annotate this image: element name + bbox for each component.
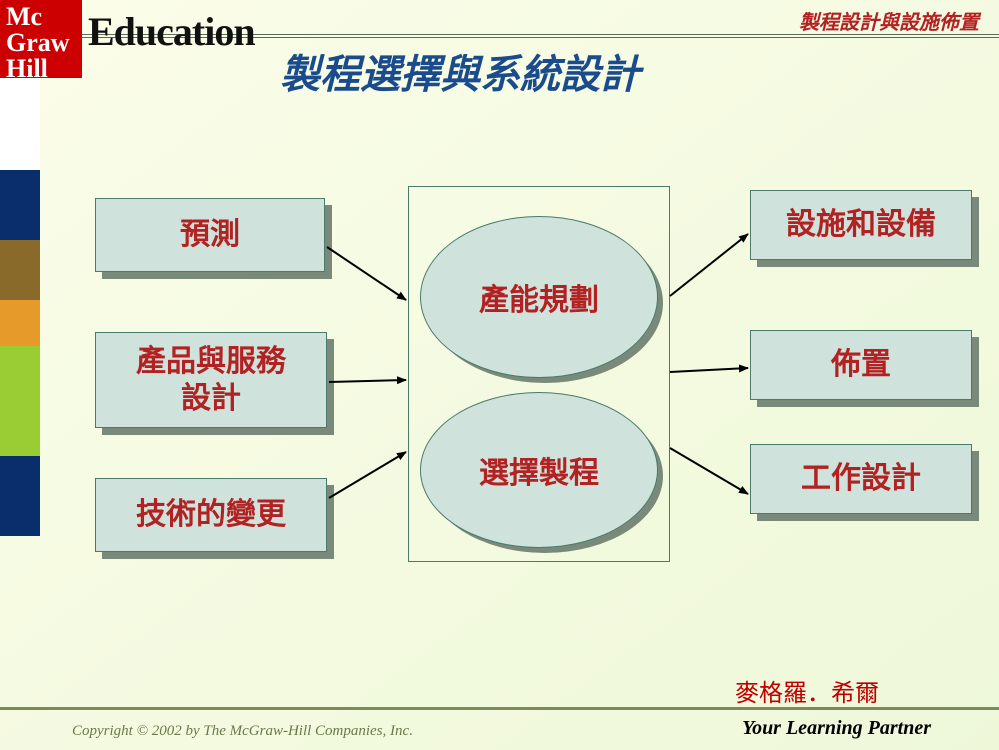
arrow: [670, 234, 748, 296]
input-box-0: 預測: [95, 198, 325, 272]
strip-segment: [0, 300, 40, 346]
strip-segment: [0, 346, 40, 456]
arrow: [327, 247, 406, 300]
logo-line2: Graw: [6, 30, 76, 56]
input-box-1: 產品與服務 設計: [95, 332, 327, 428]
strip-segment: [0, 78, 40, 170]
center-ellipse-1: 選擇製程: [420, 392, 658, 548]
arrow: [670, 368, 748, 372]
input-box-2: 技術的變更: [95, 478, 327, 552]
logo-education: Education: [88, 8, 255, 55]
arrow: [670, 448, 748, 494]
output-box-0: 設施和設備: [750, 190, 972, 260]
output-box-2: 工作設計: [750, 444, 972, 514]
logo-mcgrawhill: Mc Graw Hill: [0, 0, 82, 78]
output-box-1: 佈置: [750, 330, 972, 400]
logo-line1: Mc: [6, 4, 76, 30]
copyright-text: Copyright © 2002 by The McGraw-Hill Comp…: [72, 723, 413, 740]
strip-segment: [0, 170, 40, 240]
strip-segment: [0, 240, 40, 300]
strip-segment: [0, 456, 40, 536]
page-title: 製程選擇與系統設計: [280, 42, 640, 100]
center-ellipse-0: 產能規劃: [420, 216, 658, 378]
footer-brand-en: Your Learning Partner: [742, 717, 931, 740]
arrow: [329, 452, 406, 498]
footer-brand-cn: 麥格羅．希爾: [735, 673, 879, 708]
slide: 製程設計與設施佈置 Mc Graw Hill Education 製程選擇與系統…: [0, 0, 999, 750]
running-title: 製程設計與設施佈置: [799, 6, 979, 35]
arrow: [329, 380, 406, 382]
